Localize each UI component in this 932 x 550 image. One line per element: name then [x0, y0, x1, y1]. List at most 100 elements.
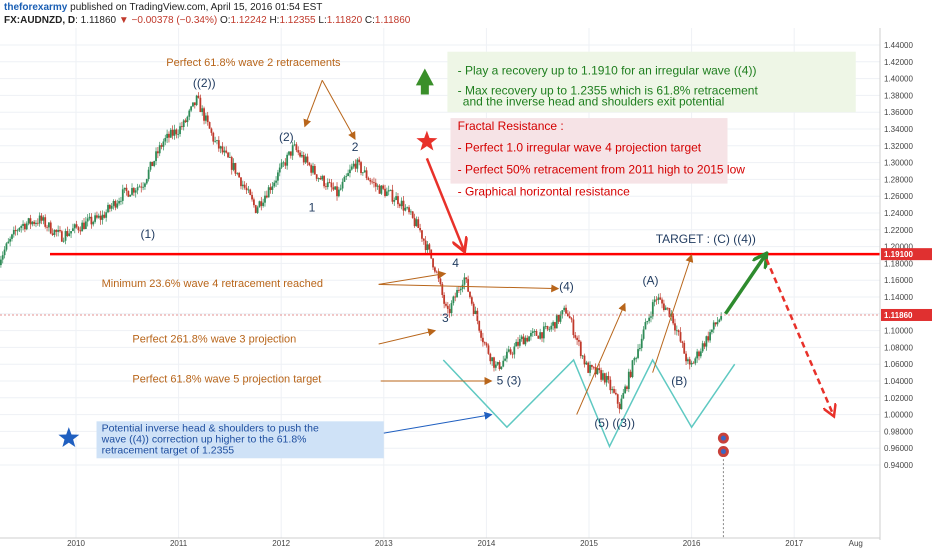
- candle-down: [325, 186, 327, 188]
- candle-down: [607, 375, 610, 380]
- candle-down: [413, 217, 416, 227]
- blue-note-arrow: [383, 411, 493, 434]
- publish-line: theforexarmy published on TradingView.co…: [4, 2, 322, 13]
- candle-down: [554, 322, 556, 329]
- candle-down: [579, 341, 582, 357]
- resistance-price-marker: [881, 248, 932, 261]
- candle-down: [175, 129, 178, 135]
- candle-down: [411, 211, 414, 218]
- candle-up: [68, 233, 71, 236]
- candle-up: [86, 218, 89, 222]
- candle-up: [271, 186, 274, 190]
- wave-label: 1: [309, 200, 316, 214]
- green-scenario-box: [447, 51, 856, 113]
- candle-down: [365, 170, 368, 179]
- candle-down: [659, 297, 662, 300]
- candle-down: [382, 185, 385, 189]
- candle-down: [193, 102, 196, 106]
- price-axis-ticks: 1.44000 1.42000 1.40000 1.38000 1.36000 1.340…: [881, 41, 932, 470]
- candle-up: [463, 277, 466, 285]
- wave-label: (B): [671, 374, 687, 388]
- candle-up: [513, 346, 516, 355]
- candle-down: [574, 335, 577, 338]
- candle-up: [352, 163, 355, 167]
- candle-up: [153, 161, 156, 167]
- candle-up: [376, 185, 379, 187]
- candle-up: [361, 172, 364, 174]
- candle-up: [219, 146, 222, 149]
- candle-down: [422, 238, 425, 241]
- wave-label: (2): [279, 130, 294, 144]
- candle-up: [474, 310, 477, 314]
- candle-up: [389, 189, 392, 191]
- candle-up: [134, 190, 137, 193]
- candle-down: [369, 180, 372, 182]
- wave-label: (1): [140, 227, 155, 241]
- candle-up: [638, 348, 641, 350]
- candle-up: [559, 314, 562, 322]
- candle-down: [83, 222, 85, 230]
- author-name[interactable]: theforexarmy: [4, 2, 68, 13]
- candle-up: [696, 351, 699, 359]
- candle-up: [42, 217, 45, 221]
- change-value: −0.00378 (−0.34%): [131, 15, 218, 26]
- candle-down: [485, 343, 488, 346]
- x-tick-label: 2010: [67, 539, 85, 548]
- candle-up: [341, 181, 344, 189]
- candle-down: [566, 313, 569, 317]
- candle-up: [288, 151, 290, 155]
- y-tick-label: 1.02000: [884, 394, 913, 403]
- price-axis[interactable]: [880, 28, 932, 540]
- candle-down: [685, 353, 687, 362]
- candle-down: [498, 362, 501, 370]
- candle-down: [433, 267, 436, 272]
- candle-down: [391, 189, 394, 202]
- candle-up: [48, 222, 50, 228]
- candle-up: [291, 145, 294, 156]
- candle-down: [614, 392, 617, 395]
- candle-down: [297, 150, 300, 153]
- candle-up: [214, 140, 217, 142]
- candle-up: [561, 310, 564, 315]
- candle-up: [3, 249, 6, 256]
- wave-label: (5) ((3)): [594, 416, 635, 430]
- candle-up: [18, 227, 21, 231]
- candle-up: [500, 366, 503, 370]
- candle-up: [622, 393, 625, 399]
- candle-up: [107, 204, 109, 213]
- candle-down: [469, 291, 471, 298]
- candle-down: [487, 345, 490, 354]
- candle-down: [373, 182, 375, 183]
- candle-up: [118, 201, 120, 204]
- candle-down: [125, 187, 128, 192]
- wave-label: (4): [559, 279, 574, 293]
- candle-down: [132, 188, 135, 193]
- candle-up: [552, 322, 554, 326]
- change-arrow-icon: ▼: [118, 15, 129, 26]
- candle-up: [144, 183, 146, 187]
- candle-up: [190, 106, 193, 111]
- y-tick-label: 1.42000: [884, 58, 913, 67]
- candle-down: [437, 272, 440, 279]
- symbol-label[interactable]: FX:AUDNZD, D: [4, 15, 76, 26]
- candle-down: [517, 341, 519, 346]
- y-tick-label: 1.04000: [884, 377, 913, 386]
- candle-up: [642, 329, 645, 339]
- candle-down: [96, 215, 98, 218]
- candle-up: [293, 144, 296, 146]
- candle-down: [313, 165, 316, 175]
- candle-up: [530, 333, 532, 337]
- candle-up: [502, 360, 505, 367]
- candle-up: [247, 189, 250, 191]
- candle-up: [653, 299, 656, 303]
- candle-down: [284, 162, 287, 166]
- candle-up: [326, 182, 329, 188]
- candle-down: [358, 159, 361, 163]
- annotation-arrow: [303, 80, 323, 128]
- candle-down: [33, 221, 36, 224]
- candle-down: [354, 163, 357, 169]
- candle-down: [672, 313, 675, 324]
- candle-down: [206, 115, 209, 123]
- candle-down: [493, 357, 495, 368]
